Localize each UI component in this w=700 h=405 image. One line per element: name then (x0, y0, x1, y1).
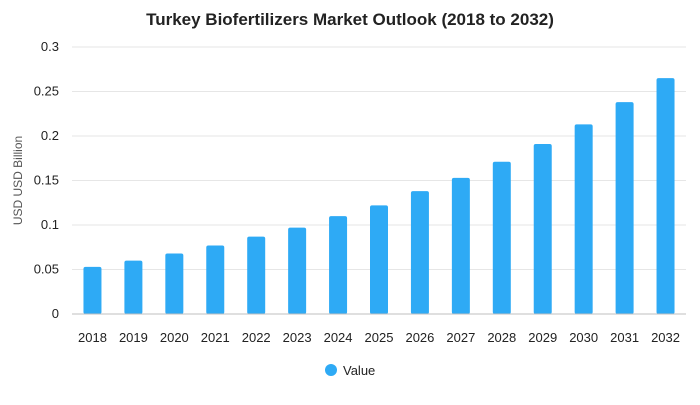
x-axis-ticks: 2018 2019 2020 2021 2022 2023 2024 2025 2026 2027… (78, 330, 680, 345)
bar-2021[interactable] (206, 245, 225, 314)
bar-2023[interactable] (288, 227, 307, 314)
bar-2028[interactable] (492, 161, 511, 314)
bar-2022[interactable] (247, 236, 266, 314)
y-tick-label: 0.3 (41, 39, 59, 54)
y-tick-label: 0.1 (41, 217, 59, 232)
y-axis-ticks: 0 0.05 0.1 0.15 0.2 0.25 0.3 (34, 39, 59, 321)
y-tick-label: 0.25 (34, 84, 59, 99)
y-tick-label: 0.15 (34, 173, 59, 188)
bar-2026[interactable] (410, 191, 429, 314)
bar-2025[interactable] (370, 205, 388, 314)
x-tick-label: 2020 (160, 330, 189, 345)
x-tick-label: 2032 (651, 330, 680, 345)
x-tick-label: 2019 (119, 330, 148, 345)
y-axis-label: USD USD Billion (11, 136, 25, 225)
x-tick-label: 2023 (283, 330, 312, 345)
x-tick-label: 2018 (78, 330, 107, 345)
x-tick-label: 2031 (610, 330, 639, 345)
bar-2020[interactable] (165, 253, 184, 314)
y-tick-label: 0.2 (41, 128, 59, 143)
x-tick-label: 2024 (324, 330, 353, 345)
bar-2031[interactable] (615, 102, 634, 315)
y-tick-label: 0 (52, 306, 59, 321)
x-tick-label: 2030 (569, 330, 598, 345)
x-tick-label: 2025 (365, 330, 394, 345)
x-tick-label: 2026 (405, 330, 434, 345)
x-tick-label: 2022 (242, 330, 271, 345)
bar-2032[interactable] (656, 78, 675, 315)
x-tick-label: 2027 (446, 330, 475, 345)
x-tick-label: 2029 (528, 330, 557, 345)
x-tick-label: 2021 (201, 330, 230, 345)
legend-label-value: Value (343, 363, 375, 378)
legend-marker-value (325, 364, 337, 376)
bar-2019[interactable] (124, 260, 143, 314)
bar-2027[interactable] (451, 177, 470, 314)
chart-title: Turkey Biofertilizers Market Outlook (20… (146, 10, 554, 29)
legend[interactable]: Value (325, 363, 375, 378)
y-tick-label: 0.05 (34, 262, 59, 277)
bars (83, 78, 675, 315)
bar-2024[interactable] (329, 216, 348, 314)
bar-2029[interactable] (533, 144, 552, 314)
bar-2018[interactable] (83, 266, 102, 314)
bar-2030[interactable] (574, 124, 593, 315)
x-tick-label: 2028 (487, 330, 516, 345)
